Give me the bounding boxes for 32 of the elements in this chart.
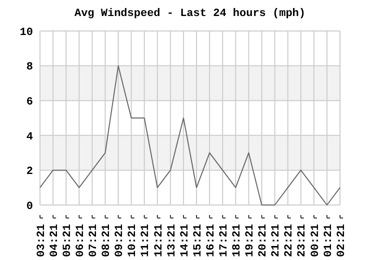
x-tick-label: 09:21: [114, 224, 126, 258]
x-tick-label: 10:21: [127, 224, 140, 258]
x-tick-label: 18:21: [232, 224, 244, 258]
x-tick-label: 04:21: [48, 224, 61, 258]
x-tick-label: 17:21: [218, 224, 230, 258]
x-tick-label: 06:21: [74, 224, 87, 258]
y-tick-label: 4: [26, 131, 34, 144]
chart-title: Avg Windspeed - Last 24 hours (mph): [74, 8, 306, 20]
y-tick-label: 0: [26, 200, 33, 213]
x-tick-label: 01:21: [322, 224, 335, 258]
x-tick-label: 03:21: [36, 224, 48, 258]
x-tick-label: 22:21: [284, 224, 296, 258]
x-tick-label: 23:21: [296, 224, 309, 258]
x-tick-label: 12:21: [153, 224, 166, 258]
x-tick-label: 11:21: [140, 224, 152, 258]
x-tick-label: 08:21: [101, 224, 114, 258]
x-tick-label: 16:21: [205, 224, 218, 258]
line-series: [40, 65, 340, 206]
x-tick-label: 05:21: [62, 224, 74, 258]
y-tick-label: 2: [26, 166, 33, 178]
y-tick-label: 10: [20, 26, 33, 39]
x-tick-label: 02:21: [336, 224, 348, 258]
x-tick-label: 21:21: [270, 224, 283, 258]
x-tick-label: 07:21: [88, 224, 100, 258]
x-tick-label: 13:21: [166, 224, 178, 258]
x-tick-label: 14:21: [179, 224, 192, 258]
x-tick-label: 15:21: [192, 224, 204, 258]
x-tick-label: 19:21: [244, 224, 257, 258]
y-tick-label: 8: [26, 62, 34, 74]
x-tick-label: 20:21: [258, 224, 270, 258]
y-tick-label: 6: [26, 96, 33, 108]
x-tick-label: 00:21: [310, 224, 322, 258]
